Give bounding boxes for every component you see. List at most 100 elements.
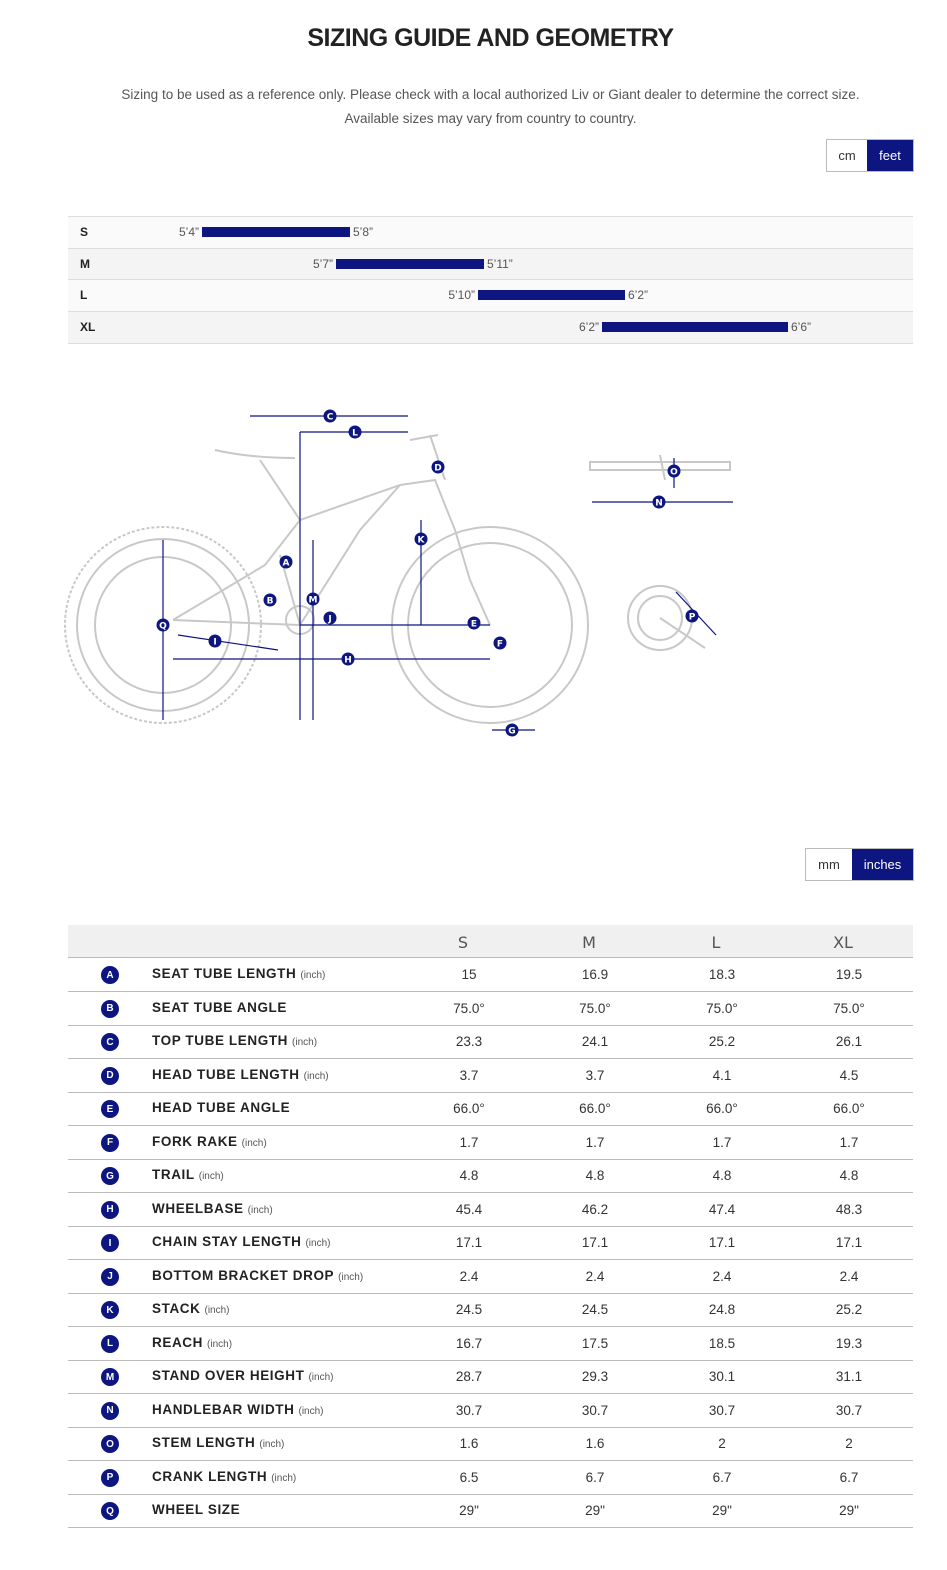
letter-badge: E (101, 1100, 119, 1118)
cell-value: 29.3 (581, 1369, 609, 1384)
parameter-label: CRANK LENGTH (152, 1468, 268, 1484)
table-row: M STAND OVER HEIGHT (inch) 28.7 29.3 30.1 31.1 (68, 1360, 913, 1394)
parameter-name: WHEELBASE (inch) (152, 1201, 273, 1216)
cell-value: 26.1 (835, 1034, 863, 1049)
diagram-letter: P (689, 613, 696, 623)
unit-label: (inch) (271, 1472, 297, 1484)
diagram-marker (279, 555, 293, 569)
parameter-name: TRAIL (inch) (152, 1167, 224, 1182)
height-to: 6’2” (628, 288, 649, 302)
table-row: C TOP TUBE LENGTH (inch) 23.3 24.1 25.2 26.1 (68, 1025, 913, 1059)
parameter-name: TOP TUBE LENGTH (inch) (152, 1033, 317, 1048)
diagram-letter: M (309, 596, 318, 606)
diagram-letter: H (344, 656, 352, 666)
letter-badge: Q (101, 1502, 119, 1520)
height-to: 5’11” (487, 256, 513, 271)
cell-value: 4.8 (839, 1168, 859, 1183)
cell-value: 18.5 (708, 1335, 736, 1351)
cell-value: 75.0° (453, 1000, 485, 1016)
cell-value: 28.7 (455, 1369, 483, 1384)
parameter-label: FORK RAKE (152, 1133, 238, 1149)
diagram-marker (306, 592, 320, 606)
table-row: G TRAIL (inch) 4.8 4.8 4.8 4.8 (68, 1159, 913, 1193)
cell-value: 17.5 (581, 1335, 609, 1351)
diagram-marker (685, 609, 699, 623)
parameter-label: HEAD TUBE LENGTH (152, 1066, 300, 1082)
letter-badge: F (101, 1133, 119, 1152)
parameter-label: BOTTOM BRACKET DROP (152, 1267, 335, 1283)
cell-value: 66.0° (833, 1101, 865, 1116)
diagram-marker (341, 652, 355, 666)
diagram-letter: F (497, 640, 503, 650)
letter-badge: B (101, 999, 119, 1018)
diagram-letter: C (327, 413, 334, 423)
cell-value: 30.7 (835, 1402, 863, 1418)
diagram-marker (263, 593, 277, 607)
table-row: O STEM LENGTH (inch) 1.6 1.6 2 2 (68, 1427, 913, 1461)
cell-value: 46.2 (581, 1201, 609, 1217)
toggle-button[interactable]: inches (852, 849, 913, 880)
parameter-name: SEAT TUBE LENGTH (inch) (152, 966, 325, 981)
cell-value: 66.0° (453, 1101, 485, 1116)
diagram-marker (667, 464, 681, 478)
letter-badge: D (101, 1066, 119, 1085)
letter-badge: J (101, 1267, 119, 1286)
parameter-name: REACH (inch) (152, 1335, 232, 1350)
toggle-button[interactable]: mm (818, 857, 840, 872)
cell-value: 6.7 (585, 1469, 605, 1485)
parameter-name: CRANK LENGTH (inch) (152, 1469, 296, 1484)
table-row: J BOTTOM BRACKET DROP (inch) 2.4 2.4 2.4 2.4 (68, 1260, 913, 1294)
letter-badge: G (101, 1167, 119, 1185)
cell-value: 18.3 (708, 967, 736, 982)
toggle-button[interactable]: cm (838, 148, 856, 163)
cell-value: 4.8 (459, 1168, 479, 1183)
parameter-name: STACK (inch) (152, 1301, 230, 1316)
letter-badge: M (101, 1368, 119, 1386)
height-from: 5’10” (448, 288, 475, 302)
cell-value: 23.3 (455, 1034, 483, 1049)
letter-badge: C (101, 1033, 119, 1051)
height-to: 5’8” (353, 225, 374, 239)
table-row: N HANDLEBAR WIDTH (inch) 30.7 30.7 30.7 30.7 (68, 1394, 913, 1428)
parameter-label: CHAIN STAY LENGTH (152, 1234, 302, 1249)
column-header: S (457, 933, 469, 952)
height-from: 5’7” (312, 256, 333, 271)
height-bar (336, 258, 484, 269)
cell-value: 48.3 (835, 1201, 863, 1217)
toggle-button[interactable]: feet (867, 140, 913, 171)
subtitle: Available sizes may vary from country to… (344, 111, 637, 126)
parameter-label: HEAD TUBE ANGLE (152, 1100, 291, 1115)
parameter-label: SEAT TUBE LENGTH (152, 966, 297, 981)
cell-value: 30.7 (581, 1402, 609, 1418)
height-from: 6’2” (578, 319, 599, 334)
unit-label: (inch) (259, 1439, 285, 1450)
cell-value: 45.4 (455, 1201, 483, 1217)
table-header: S M L XL (68, 925, 913, 958)
cell-value: 6.7 (839, 1469, 859, 1485)
parameter-label: STACK (152, 1301, 201, 1316)
cell-value: 15 (461, 967, 477, 982)
letter-badge: H (101, 1200, 119, 1219)
cell-value: 2.4 (712, 1268, 732, 1284)
cell-value: 1.7 (459, 1134, 479, 1150)
size-row: M 5’7” 5’11” (68, 247, 913, 280)
parameter-label: REACH (152, 1334, 204, 1350)
size-label: L (80, 288, 88, 302)
diagram-letter: I (213, 638, 216, 648)
table-row: P CRANK LENGTH (inch) 6.5 6.7 6.7 6.7 (68, 1461, 913, 1495)
parameter-label: TRAIL (152, 1167, 195, 1182)
cell-value: 4.8 (585, 1168, 605, 1183)
table-row: I CHAIN STAY LENGTH (inch) 17.1 17.1 17.1 17.1 (68, 1226, 913, 1260)
unit-label: (inch) (308, 1372, 334, 1383)
cell-value: 17.1 (581, 1235, 609, 1250)
cell-value: 75.0° (579, 1000, 611, 1016)
height-bar (202, 227, 350, 237)
diagram-letter: L (352, 429, 358, 439)
cell-value: 31.1 (835, 1369, 863, 1384)
letter-badge: O (101, 1435, 119, 1453)
diagram-letter: O (670, 468, 678, 478)
cell-value: 16.7 (455, 1335, 483, 1351)
cell-value: 66.0° (579, 1101, 611, 1116)
parameter-name: FORK RAKE (inch) (152, 1134, 267, 1149)
cell-value: 1.7 (839, 1134, 859, 1150)
